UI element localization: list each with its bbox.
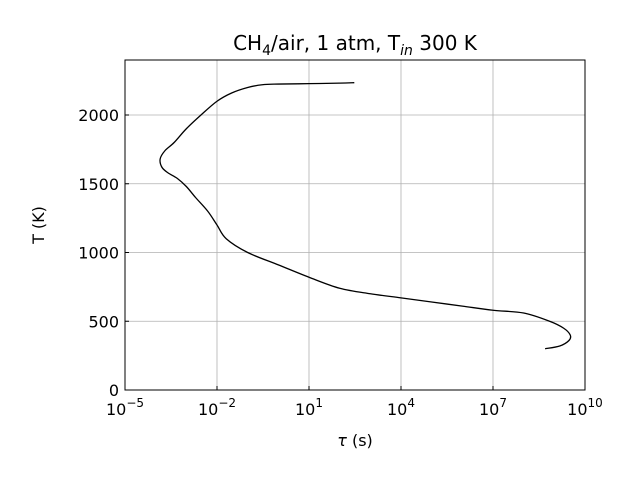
series-line bbox=[159, 82, 572, 350]
y-tick-label: 2000 bbox=[78, 106, 119, 125]
plot-frame bbox=[124, 59, 586, 391]
x-tick-label: 10−2 bbox=[198, 396, 236, 419]
x-tick-label: 101 bbox=[295, 396, 323, 419]
x-tick-label: 1010 bbox=[567, 396, 603, 419]
x-tick-label: 104 bbox=[387, 396, 415, 419]
x-axis-label: τ (s) bbox=[337, 431, 373, 450]
ticks bbox=[124, 114, 586, 391]
y-tick-label: 0 bbox=[109, 381, 119, 400]
grid bbox=[124, 60, 586, 391]
series-layer bbox=[159, 82, 572, 350]
chart-title: CH4/air, 1 atm, Tin 300 K bbox=[233, 31, 478, 59]
y-tick-label: 1000 bbox=[78, 244, 119, 263]
tick-labels: 10−5 10−2 101 104 107 1010 0 500 1000 1500 2000 bbox=[78, 106, 603, 419]
x-tick-label: 107 bbox=[479, 396, 507, 419]
y-tick-label: 1500 bbox=[78, 175, 119, 194]
y-tick-label: 500 bbox=[88, 312, 119, 331]
x-tick-label: 10−5 bbox=[106, 396, 144, 419]
y-axis-label: T (K) bbox=[29, 206, 48, 245]
